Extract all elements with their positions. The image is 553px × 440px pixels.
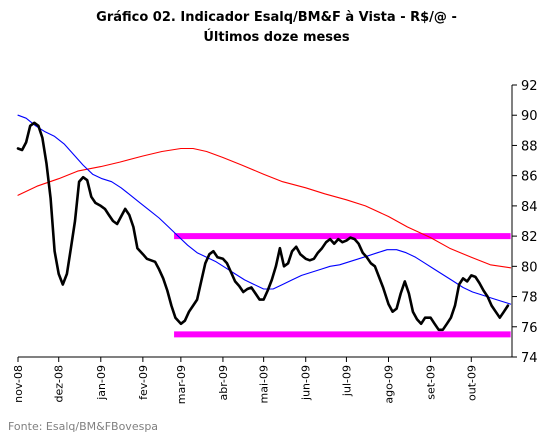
x-tick-label: nov-08 <box>12 365 25 403</box>
y-tick-label: 78 <box>521 291 538 306</box>
series-black-line <box>16 121 510 332</box>
y-tick-label: 76 <box>521 321 538 336</box>
x-tick-label: set-09 <box>425 365 438 400</box>
x-tick-label: mar-09 <box>175 365 188 404</box>
y-tick-label: 86 <box>521 170 538 185</box>
x-tick-label: mai-09 <box>258 365 271 403</box>
y-tick-label: 88 <box>521 139 538 154</box>
x-tick-label: jun-09 <box>300 365 313 401</box>
y-tick-label: 74 <box>521 351 538 366</box>
x-tick-label: ago-09 <box>383 365 396 404</box>
series-red-line <box>17 147 512 269</box>
x-tick-label: fev-09 <box>137 365 150 400</box>
x-tick-label: dez-08 <box>53 365 66 403</box>
y-tick-label: 84 <box>521 200 538 215</box>
x-tick-label: abr-09 <box>217 365 230 401</box>
y-tick-label: 92 <box>521 79 538 94</box>
x-tick-label: jan-09 <box>95 365 108 401</box>
chart-title: Gráfico 02. Indicador Esalq/BM&F à Vista… <box>96 10 457 25</box>
y-tick-label: 80 <box>521 260 538 275</box>
y-tick-label: 82 <box>521 230 538 245</box>
x-tick-label: jul-09 <box>340 365 353 397</box>
chart-source: Fonte: Esalq/BM&FBovespa <box>8 420 159 433</box>
chart-subtitle: Últimos doze meses <box>203 30 350 45</box>
series-blue-line <box>17 114 512 305</box>
y-tick-label: 90 <box>521 109 538 124</box>
x-tick-label: out-09 <box>465 365 478 401</box>
